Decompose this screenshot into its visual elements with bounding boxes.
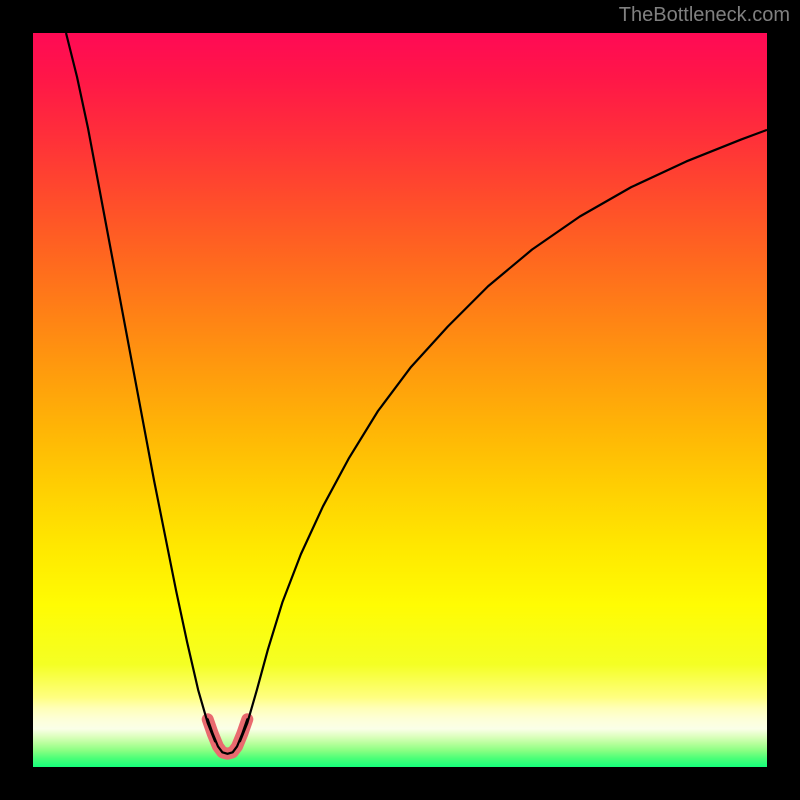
bottleneck-chart xyxy=(0,0,800,800)
chart-container: TheBottleneck.com xyxy=(0,0,800,800)
plot-area xyxy=(33,33,767,767)
watermark-text: TheBottleneck.com xyxy=(619,4,790,27)
